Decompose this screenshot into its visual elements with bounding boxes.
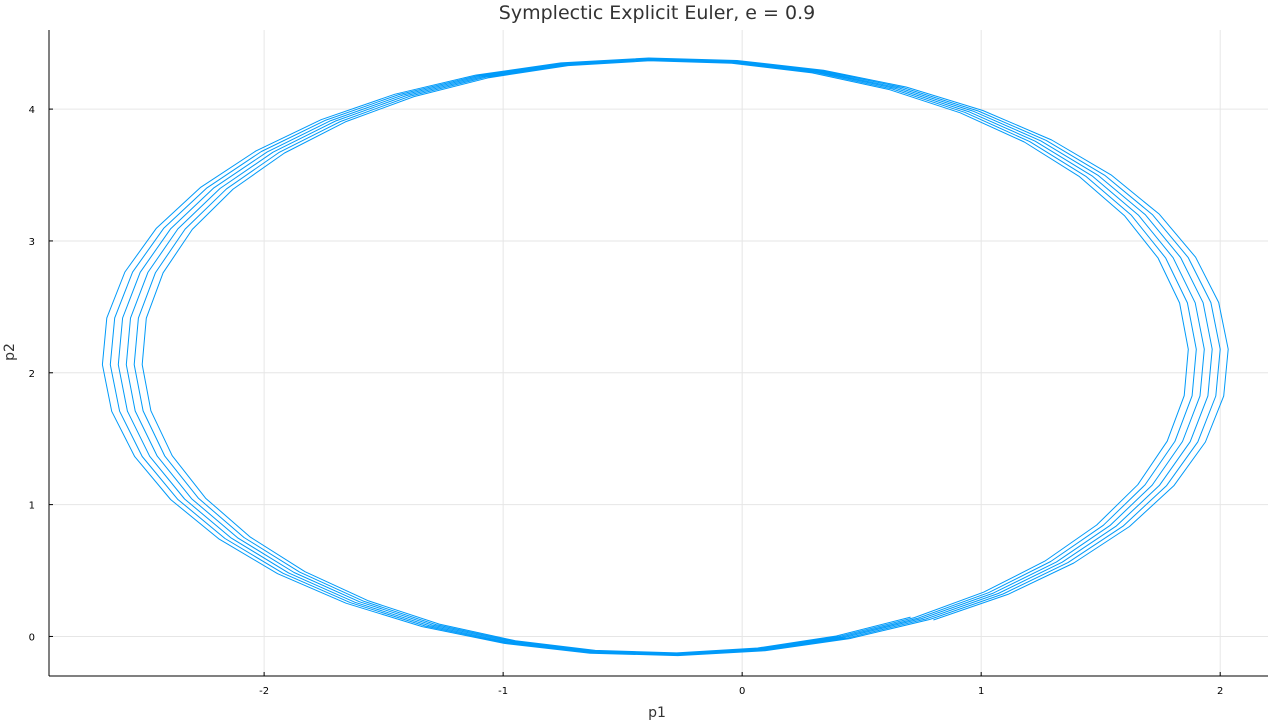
- series-layer: [101, 57, 1229, 657]
- x-tick-label: 1: [978, 686, 984, 697]
- x-tick-label: -1: [498, 686, 508, 697]
- chart-title: Symplectic Explicit Euler, e = 0.9: [499, 2, 815, 24]
- x-tick-label: 0: [739, 686, 745, 697]
- y-axis-title: p2: [2, 343, 18, 361]
- y-tick-label: 3: [29, 237, 35, 248]
- x-tick-label: 2: [1217, 686, 1223, 697]
- y-tick-label: 4: [29, 105, 35, 116]
- x-tick-label: -2: [259, 686, 269, 697]
- y-tick-label: 0: [29, 632, 35, 643]
- y-tick-label: 2: [29, 369, 35, 380]
- trajectory-line: [101, 57, 1229, 657]
- label-layer: Symplectic Explicit Euler, e = 0.9 p1 p2: [2, 2, 815, 720]
- x-axis-title: p1: [648, 705, 666, 720]
- axis-layer: -2 -1 0 1 2 0 1 2 3 4: [29, 30, 1268, 697]
- grid-layer: [49, 30, 1268, 676]
- y-tick-label: 1: [29, 501, 35, 512]
